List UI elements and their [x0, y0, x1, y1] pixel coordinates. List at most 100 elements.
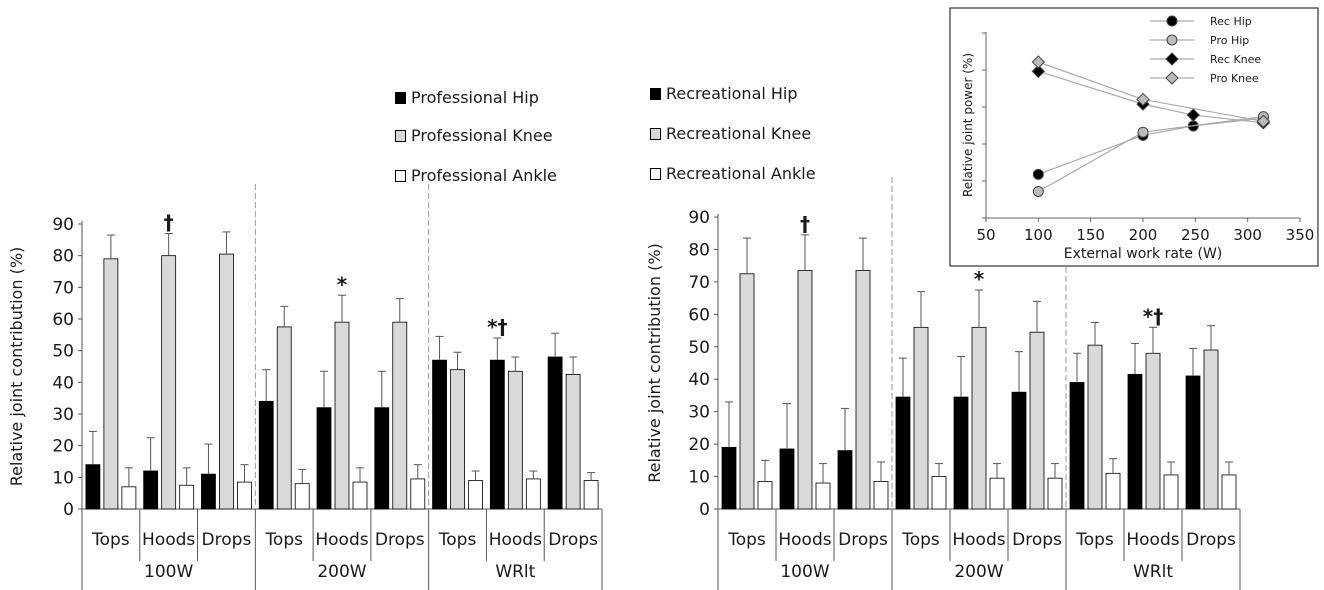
bar [1163, 474, 1179, 510]
bar [1069, 382, 1085, 510]
bar [989, 477, 1005, 510]
legend-label: Professional Ankle [411, 166, 557, 185]
position-label: Tops [91, 530, 130, 550]
bar [374, 407, 390, 510]
y-tick-label: 10 [688, 468, 710, 488]
position-label: Hoods [1126, 530, 1179, 550]
legend-item-recreational-ankle: Recreational Ankle [650, 164, 816, 183]
bar [294, 483, 310, 510]
bar [1011, 391, 1027, 510]
legend-item-professional-knee: Professional Knee [395, 126, 553, 145]
significance-marker: *† [487, 315, 507, 339]
position-label: Drops [548, 530, 598, 550]
bar [1221, 474, 1237, 510]
legend-label: Recreational Hip [666, 84, 798, 103]
bar [1087, 344, 1103, 510]
inset-point [1136, 92, 1150, 107]
inset-line-chart: 50 100 150 200 250 300 350 External work rate (… [949, 7, 1319, 267]
inset-x-tick-label: 150 [1076, 226, 1105, 244]
legend-label: Professional Hip [411, 88, 539, 107]
legend-swatch [650, 167, 661, 180]
bar [739, 273, 755, 510]
y-tick-label: 90 [688, 208, 710, 228]
legend-label: Recreational Knee [666, 124, 812, 143]
bar [1203, 349, 1219, 510]
group-label: WRlt [1133, 562, 1173, 582]
bar [489, 359, 505, 510]
bar [953, 396, 969, 510]
bar [1127, 373, 1143, 510]
inset-legend-label: Pro Hip [1210, 34, 1249, 47]
position-label: Drops [1012, 530, 1062, 550]
y-tick-label: 40 [52, 373, 74, 393]
legend-label: Professional Knee [411, 126, 553, 145]
bar [237, 481, 252, 510]
position-label: Hoods [315, 530, 368, 550]
bar [392, 321, 408, 510]
bar [1185, 375, 1201, 510]
inset-point [1256, 114, 1271, 128]
inset-legend-marker [1166, 15, 1178, 27]
bar [931, 476, 947, 510]
position-label: Drops [202, 530, 252, 550]
bar [895, 396, 911, 510]
bar [721, 446, 737, 510]
bar [334, 321, 350, 510]
y-tick-label: 30 [52, 405, 74, 425]
inset-y-axis-label: Relative joint power (%) [961, 53, 975, 197]
inset-legend-label: Rec Knee [1210, 53, 1261, 66]
bar [103, 258, 119, 510]
y-tick-label: 0 [63, 500, 74, 520]
group-label: 100W [780, 562, 829, 582]
legend-swatch [650, 127, 661, 140]
bar [410, 478, 426, 510]
y-tick-label: 90 [52, 215, 74, 235]
position-label: Tops [264, 530, 303, 550]
bar [143, 470, 159, 510]
bar [450, 369, 465, 510]
inset-x-tick-label: 350 [1286, 226, 1315, 244]
position-label: Tops [901, 530, 940, 550]
inset-point [1031, 55, 1046, 69]
inset-legend-marker [1166, 34, 1178, 46]
position-label: Hoods [778, 530, 831, 550]
legend-item-recreational-hip: Recreational Hip [650, 84, 798, 103]
significance-marker: *† [1143, 304, 1163, 328]
y-tick-label: 20 [688, 435, 710, 455]
inset-point [1031, 64, 1046, 79]
bar [855, 270, 871, 510]
inset-legend-marker [1165, 52, 1179, 66]
inset-legend-marker [1165, 71, 1179, 85]
position-label: Tops [1075, 530, 1114, 550]
bar [837, 450, 853, 510]
y-axis-label: Relative joint contribution (%) [645, 243, 664, 483]
inset-x-tick-label: 200 [1129, 226, 1158, 244]
inset-legend-label: Pro Knee [1210, 72, 1259, 85]
bar [507, 370, 523, 510]
position-label: Drops [1186, 530, 1236, 550]
bar [1029, 331, 1045, 510]
bar [276, 326, 292, 510]
legend-swatch [650, 87, 661, 100]
bar [757, 481, 773, 510]
significance-marker: * [337, 272, 348, 296]
inset-x-tick-label: 250 [1181, 226, 1210, 244]
inset-point [1032, 185, 1044, 197]
position-label: Hoods [142, 530, 195, 550]
y-tick-label: 60 [688, 305, 710, 325]
inset-series-line [1038, 70, 1264, 124]
legend-item-professional-hip: Professional Hip [395, 88, 539, 107]
inset-x-axis-label: External work rate (W) [1064, 246, 1223, 262]
bar [432, 359, 447, 510]
bar [179, 484, 195, 510]
y-tick-label: 60 [52, 310, 74, 330]
y-tick-label: 80 [52, 247, 74, 267]
inset-point [1137, 126, 1149, 138]
y-tick-label: 50 [688, 338, 710, 358]
bar [468, 480, 483, 510]
professional-bar-chart: 0 10 20 30 40 50 60 70 80 90 Relative joint contri… [7, 184, 603, 590]
y-tick-label: 50 [52, 342, 74, 362]
significance-marker: † [164, 211, 174, 235]
bar [352, 481, 368, 510]
